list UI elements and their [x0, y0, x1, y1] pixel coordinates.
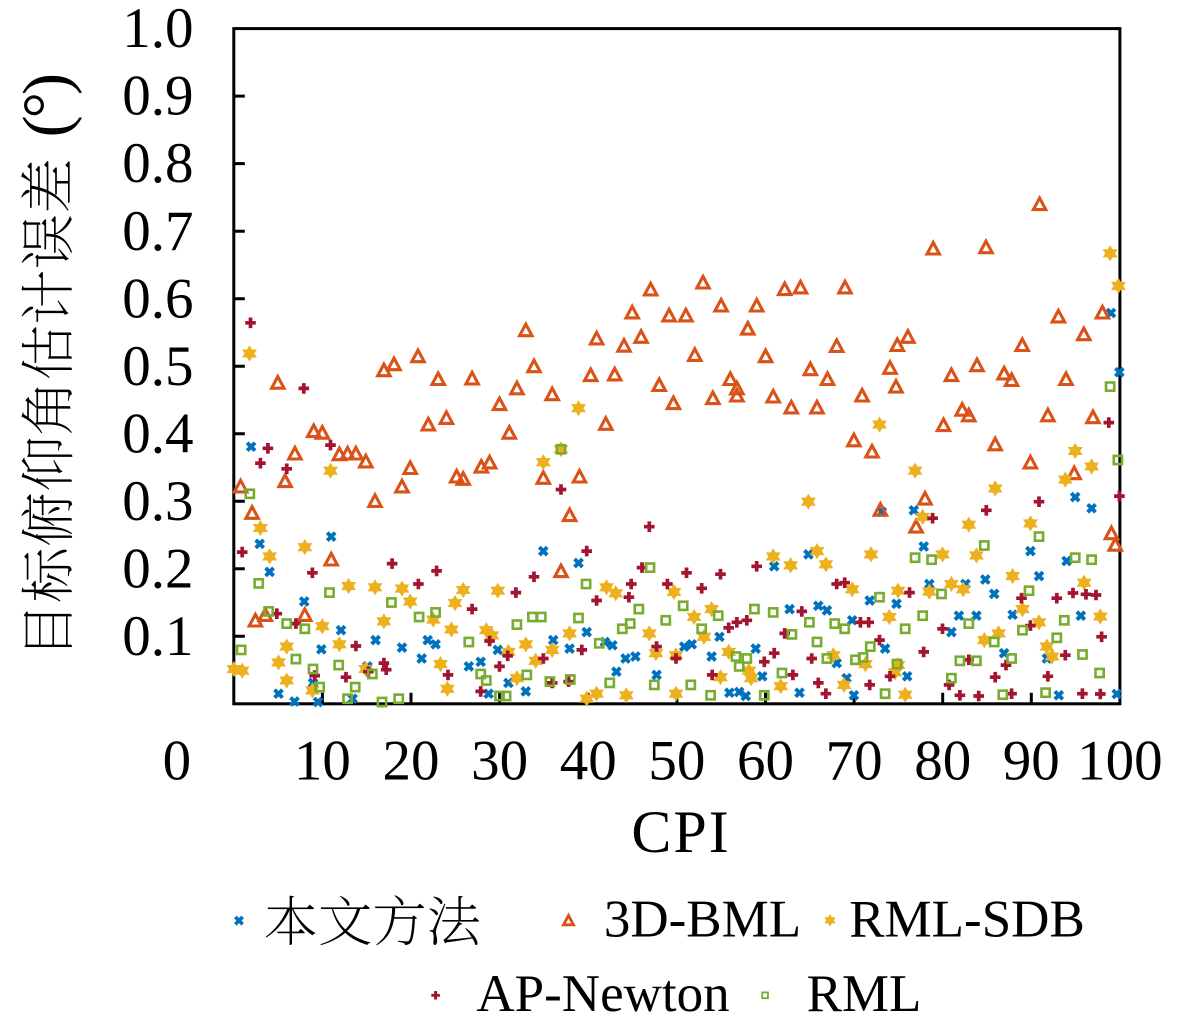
svg-text:0.4: 0.4 — [122, 402, 193, 465]
svg-text:0.8: 0.8 — [122, 132, 193, 195]
svg-text:50: 50 — [648, 730, 705, 793]
svg-text:100: 100 — [1077, 730, 1163, 793]
svg-text:1.0: 1.0 — [122, 0, 193, 60]
svg-text:0.9: 0.9 — [122, 65, 193, 128]
svg-text:20: 20 — [383, 730, 440, 793]
svg-text:0.6: 0.6 — [122, 267, 193, 330]
svg-text:90: 90 — [1003, 730, 1060, 793]
svg-text:80: 80 — [914, 730, 971, 793]
svg-text:0.5: 0.5 — [122, 335, 193, 398]
svg-text:RML: RML — [807, 965, 922, 1023]
svg-text:0.7: 0.7 — [122, 200, 193, 263]
svg-text:30: 30 — [471, 730, 528, 793]
svg-text:0.2: 0.2 — [122, 537, 193, 600]
svg-text:10: 10 — [294, 730, 351, 793]
svg-text:(°): (°) — [10, 75, 83, 137]
svg-text:60: 60 — [737, 730, 794, 793]
svg-text:0.1: 0.1 — [122, 605, 193, 668]
svg-text:3D-BML: 3D-BML — [604, 891, 801, 949]
svg-text:40: 40 — [560, 730, 617, 793]
svg-text:RML-SDB: RML-SDB — [849, 891, 1085, 949]
svg-text:0.3: 0.3 — [122, 470, 193, 533]
svg-text:AP-Newton: AP-Newton — [476, 965, 729, 1023]
svg-text:70: 70 — [826, 730, 883, 793]
svg-text:0: 0 — [163, 730, 192, 793]
svg-text:CPI: CPI — [631, 799, 730, 865]
